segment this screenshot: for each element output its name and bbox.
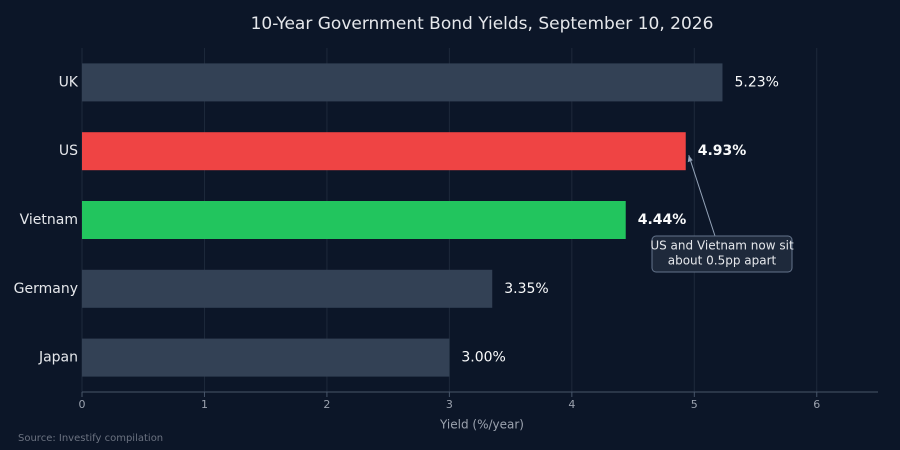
bar: [82, 63, 723, 102]
x-tick-label: 3: [446, 398, 453, 411]
y-tick-label: Vietnam: [20, 212, 78, 228]
y-tick-label: Germany: [14, 281, 78, 297]
bar: [82, 338, 450, 377]
arrow-head: [687, 155, 693, 163]
value-label: 4.44%: [638, 212, 687, 228]
value-label: 3.35%: [504, 281, 548, 297]
y-tick-label: Japan: [38, 350, 78, 366]
y-tick-label: US: [59, 143, 78, 159]
bar: [82, 201, 626, 239]
bar: [82, 132, 686, 171]
chart-title: 10-Year Government Bond Yields, Septembe…: [251, 14, 714, 34]
x-tick-label: 2: [323, 398, 330, 411]
annotation-arrow: [688, 155, 716, 237]
value-label: 3.00%: [461, 350, 505, 366]
value-label: 4.93%: [698, 143, 747, 159]
x-tick-label: 5: [691, 398, 698, 411]
x-tick-label: 0: [79, 398, 86, 411]
annotation-box: [651, 235, 793, 273]
y-tick-label: UK: [59, 74, 79, 90]
x-axis-label: Yield (%/year): [439, 418, 524, 432]
x-tick-label: 4: [568, 398, 575, 411]
annotation-text: US and Vietnam now sit: [650, 239, 794, 253]
value-label: 5.23%: [734, 74, 778, 90]
bar: [82, 269, 493, 308]
x-tick-label: 6: [813, 398, 820, 411]
source: Source: Investify compilation: [18, 433, 163, 444]
x-tick-label: 1: [201, 398, 208, 411]
annotation-text: about 0.5pp apart: [668, 254, 777, 268]
